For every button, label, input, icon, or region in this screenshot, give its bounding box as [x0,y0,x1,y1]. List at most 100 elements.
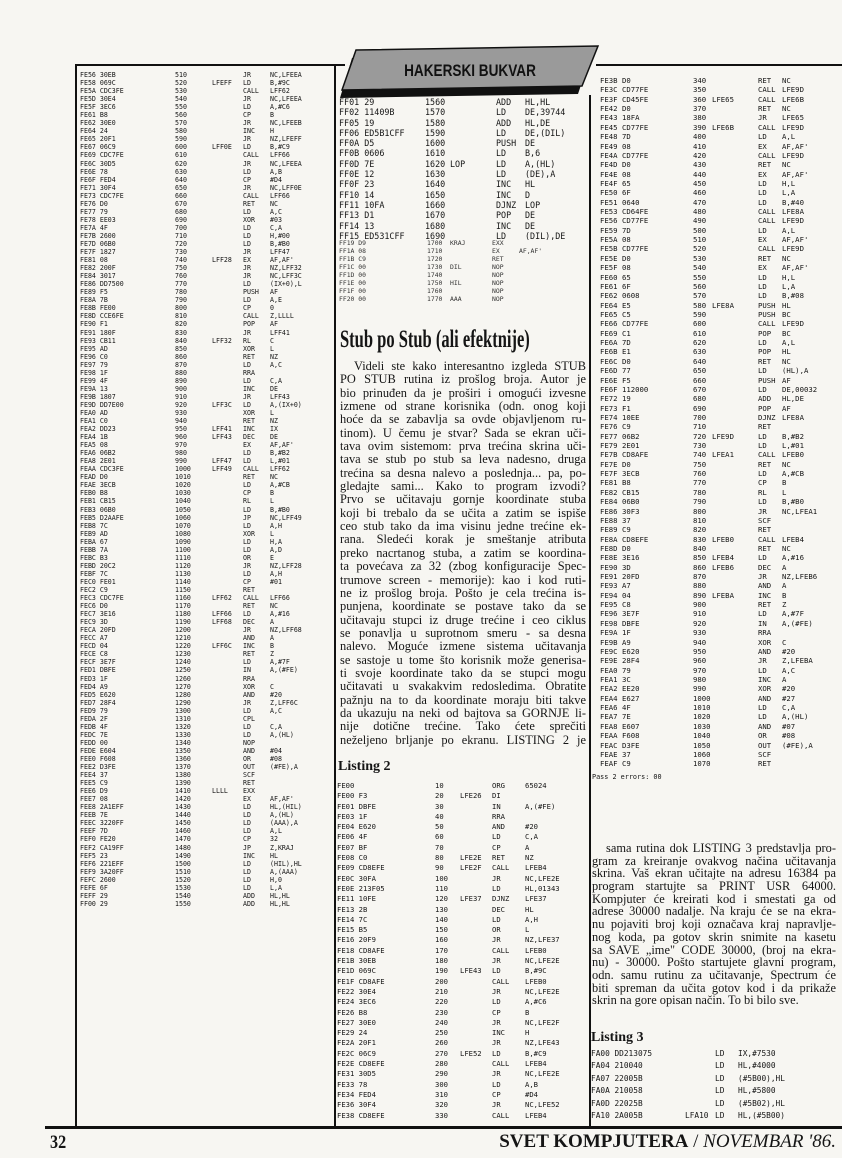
address-code: FE09 CD8EFE [337,863,385,873]
line-number: 1490 [175,851,191,860]
address-code: FEA5 08 [80,441,108,450]
mnemonic: DEC [758,562,772,572]
mnemonic: EX [758,235,767,245]
line-number: 1410 [175,787,191,796]
operand: (#5B02),HL [738,1098,785,1108]
operand: NC,LFEEB [270,119,302,128]
address-code: FE59 7D [600,225,631,235]
line-number: 1290 [175,698,191,707]
line-number: 1000 [175,465,191,474]
line-number: 640 [175,175,187,184]
operand: B [270,642,274,651]
address-code: FE7B 2600 [80,231,116,240]
operand: (#5B00),HL [738,1073,785,1083]
mnemonic: JR [243,71,251,79]
address-code: FE94 04 [600,590,631,600]
address-code: FEAA CDC3FE [80,465,124,474]
line-number: 90 [435,863,444,873]
line-number: 1470 [175,835,191,844]
line-number: 940 [175,417,187,426]
address-code: FE5F 3EC6 [80,103,116,112]
mnemonic: LD [243,875,251,884]
address-code: FF14 13 [339,220,375,231]
mnemonic: OR [243,553,251,562]
line-number: 1370 [175,763,191,772]
mnemonic: RL [758,487,767,497]
mnemonic: CALL [758,319,776,329]
address-code: FE8A CD8EFE [600,534,649,544]
label: LFA10 [685,1110,709,1120]
mnemonic: RET [243,602,255,611]
label: LFF68 [212,618,232,627]
text-line: program startujte sa PRINT USR 64000. [592,879,836,894]
mnemonic: LD [243,706,251,715]
address-code: FE6C 30D5 [80,159,116,168]
mnemonic: POP [758,403,772,413]
operand: NC [782,356,791,366]
mnemonic: CALL [243,312,259,321]
mnemonic: EX [492,247,500,255]
operand: #D4 [270,175,282,184]
operand: #20 [782,684,796,694]
address-code: FE15 B5 [337,925,368,935]
line-number: 880 [693,581,707,591]
address-code: FEA7 7E [600,712,631,722]
line-number: 950 [693,646,707,656]
operand: A,L [270,827,282,836]
address-code: FE56 30EB [80,71,116,79]
operand: B [525,1007,530,1017]
mnemonic: LD [496,127,507,138]
line-number: 1460 [175,827,191,836]
address-code: FF06 ED5B1CFF [339,127,405,138]
mnemonic: LD [243,545,251,554]
operand: A,H [270,569,282,578]
line-number: 1510 [175,867,191,876]
line-number: 1110 [175,553,191,562]
line-number: 860 [175,352,187,361]
line-number: 670 [175,199,187,208]
line-number: 10 [435,781,444,790]
operand: #D4 [525,1089,538,1099]
line-number: 770 [175,280,187,289]
line-number: 880 [175,368,187,377]
address-code: FE60 65 [600,272,631,282]
address-code: FE69 CDC7FE [80,151,124,160]
line-number: 390 [693,122,707,132]
address-code: FE8A 7B [80,296,108,305]
mnemonic: JR [243,95,251,104]
mnemonic: AND [243,634,255,643]
mnemonic: LD [243,610,251,619]
line-number: 620 [693,338,707,348]
mnemonic: CALL [492,976,510,986]
label: LFE9D [712,431,734,441]
operand: C,A [270,223,282,232]
mnemonic: DI [492,791,501,801]
address-code: FF19 D9 [339,239,366,247]
operand: #20 [782,646,796,656]
operand: A [270,634,274,643]
address-code: FE73 CDC7FE [80,191,124,200]
operand: LFF43 [270,392,290,401]
mnemonic: INC [243,384,255,393]
operand: C,A [782,703,796,713]
operand: Z,KRAJ [270,843,294,852]
address-code: FE3F CD45FE [600,94,649,104]
mnemonic: CP [492,1007,501,1017]
label: LFE37 [460,894,482,904]
address-code: FE6E 78 [80,167,108,176]
address-code: FF0E 12 [339,169,375,180]
text-line: hoće da se zabavlja sa ovde objavljenom … [340,412,586,427]
mnemonic: LD [496,230,507,241]
line-number: 1700 [427,239,443,247]
line-number: 1590 [425,127,446,138]
mnemonic: EX [758,169,767,179]
mnemonic: XOR [758,684,772,694]
mnemonic: PUSH [758,309,776,319]
address-code: FE7F 3ECB [600,469,640,479]
mnemonic: RET [243,417,255,426]
address-code: FF1B C9 [339,255,366,263]
mnemonic: LD [243,280,251,289]
address-code: FE86 30F3 [600,506,640,516]
address-code: FE88 37 [600,515,631,525]
address-code: FE8E 3E16 [600,553,640,563]
